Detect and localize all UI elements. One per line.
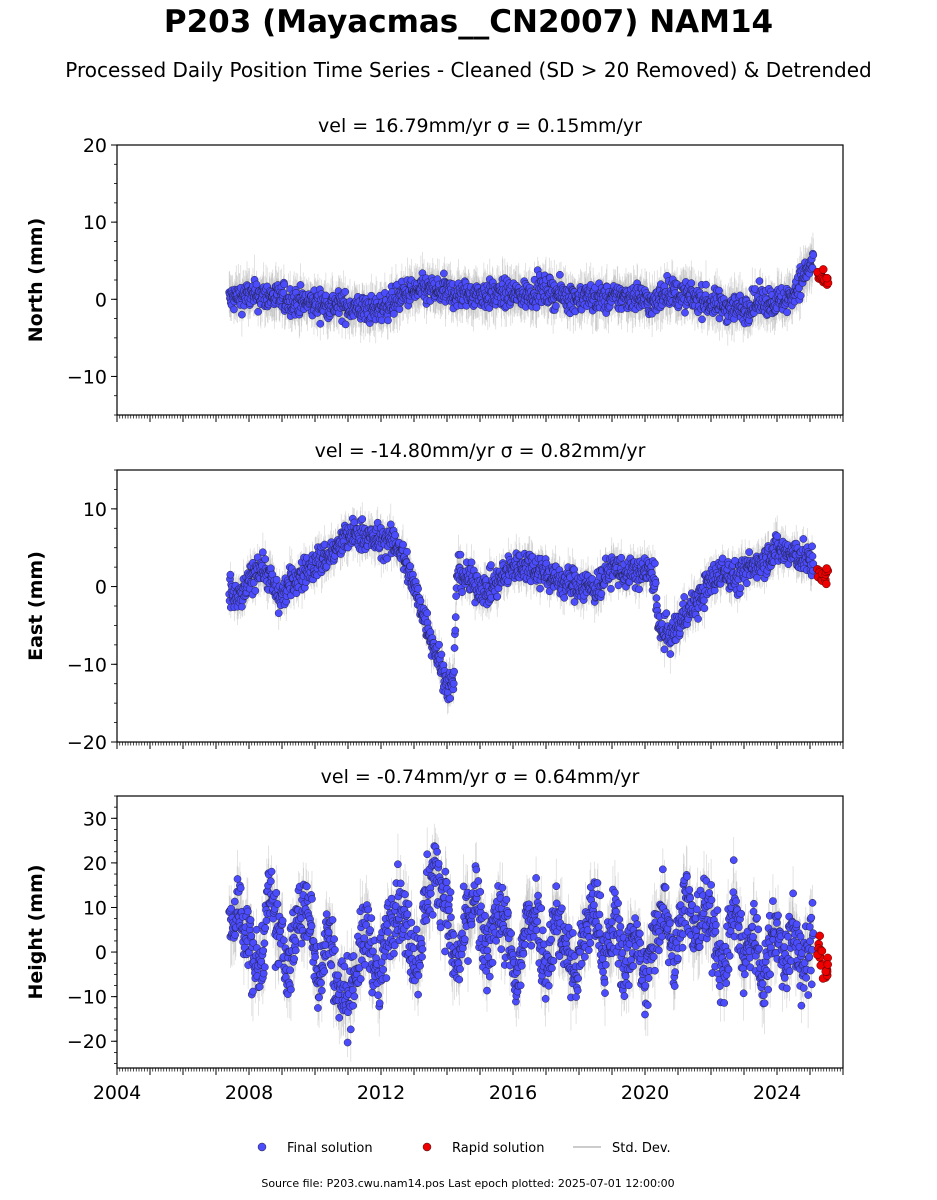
final-point [280,280,289,289]
final-point [252,280,261,289]
final-point [384,316,392,325]
y-tick-label: 10 [83,212,107,234]
plot-area [225,232,833,346]
final-point [341,320,350,329]
panel-title: vel = 16.79mm/yr σ = 0.15mm/yr [318,115,642,137]
final-point [296,281,305,289]
final-point [702,280,710,289]
final-point [681,308,689,317]
final-point [274,609,283,618]
final-point [238,310,246,319]
final-point [687,279,696,288]
rapid-point [822,273,832,283]
final-point [755,277,764,285]
final-point [251,586,260,595]
final-point [341,287,350,296]
final-point [238,602,246,611]
final-point [259,548,267,557]
panel-north: 20 10 0 −10 vel = 16.79mm/yr σ = 0.15mm/yr No… [25,115,844,422]
final-point [261,555,270,563]
std-dev-bars [228,502,814,715]
y-tick-label: 0 [95,289,107,311]
final-point [279,288,288,297]
y-axis-label: North (mm) [25,218,47,343]
final-point [272,575,281,584]
final-point [698,315,706,324]
final-point [254,307,262,316]
final-point [556,270,564,279]
final-solution-points [225,249,818,329]
y-tick-label: 20 [83,135,107,157]
rapid-point [819,265,828,274]
final-point [783,308,792,317]
y-tick-label: −10 [67,366,107,388]
final-point [809,251,818,259]
final-point [230,305,238,314]
final-point [226,570,235,579]
plot-area [225,502,833,715]
final-point [439,269,448,278]
chart-subtitle: Processed Daily Position Time Series - C… [65,58,872,82]
final-point [316,319,325,328]
final-solution-points [225,514,818,704]
final-point [552,302,560,310]
chart-title: P203 (Mayacmas__CN2007) NAM14 [163,4,774,40]
final-point [715,286,723,295]
final-point [796,291,805,300]
final-point [532,303,541,312]
rapid-solution-points [813,265,833,289]
